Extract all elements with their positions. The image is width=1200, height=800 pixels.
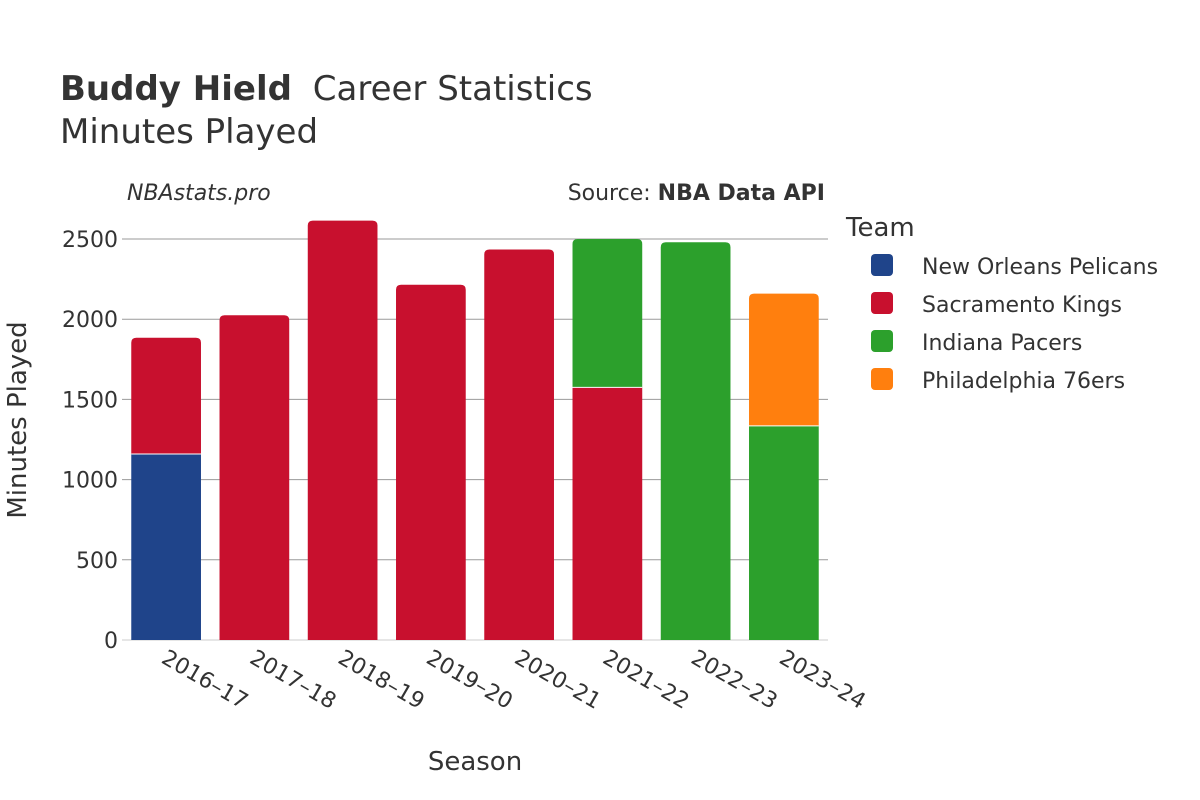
bar-segment [219, 315, 290, 640]
legend-title: Team [845, 213, 915, 243]
x-tick-label: 2023–24 [775, 646, 870, 715]
legend-swatch [871, 254, 893, 276]
bar-segment [307, 220, 378, 640]
legend-label: Indiana Pacers [922, 331, 1082, 356]
chart-title-player: Buddy Hield [60, 69, 292, 109]
bars [131, 220, 819, 640]
y-tick-label: 500 [76, 549, 118, 574]
y-tick-label: 2500 [62, 228, 118, 253]
chart-title: Buddy Hield Career Statistics [60, 69, 593, 109]
bar-segment [572, 239, 643, 388]
bar-segment [572, 387, 643, 640]
bar-segment [131, 453, 201, 640]
x-tick-label: 2016–17 [157, 646, 252, 715]
y-axis-title: Minutes Played [3, 321, 33, 518]
legend-label: Philadelphia 76ers [922, 369, 1125, 394]
legend-label: New Orleans Pelicans [922, 255, 1158, 280]
chart-subtitle: Minutes Played [60, 112, 318, 152]
legend-label: Sacramento Kings [922, 293, 1122, 318]
bar-segment [749, 425, 819, 640]
y-tick-label: 1000 [62, 469, 118, 494]
y-tick-label: 2000 [62, 308, 118, 333]
legend-swatch [871, 292, 893, 314]
x-tick-label: 2022–23 [687, 646, 782, 715]
x-tick-label: 2020–21 [510, 646, 605, 715]
bar-segment [484, 249, 554, 640]
y-tick-label: 1500 [62, 388, 118, 413]
source-prefix: Source: [568, 181, 658, 206]
x-tick-label: 2021–22 [598, 646, 693, 715]
bar-segment [131, 337, 201, 454]
chart-title-rest: Career Statistics [313, 69, 593, 109]
bar-segment [396, 284, 466, 640]
x-axis-ticks: 2016–172017–182018–192019–202020–212021–… [157, 646, 870, 715]
bar-segment [660, 242, 731, 640]
x-tick-label: 2017–18 [245, 646, 340, 715]
source-label: Source: NBA Data API [568, 181, 825, 206]
x-tick-label: 2019–20 [422, 646, 517, 715]
legend-swatch [871, 330, 893, 352]
y-tick-label: 0 [104, 629, 118, 654]
x-tick-label: 2018–19 [334, 646, 429, 715]
legend-swatch [871, 368, 893, 390]
y-axis-ticks: 0 500 1000 1500 2000 2500 [62, 228, 118, 654]
brand-label: NBAstats.pro [127, 181, 271, 206]
bar-segment [749, 293, 819, 426]
source-name: NBA Data API [658, 181, 825, 206]
x-axis-title: Season [428, 747, 522, 777]
legend: New Orleans Pelicans Sacramento Kings Indi… [871, 254, 1158, 394]
